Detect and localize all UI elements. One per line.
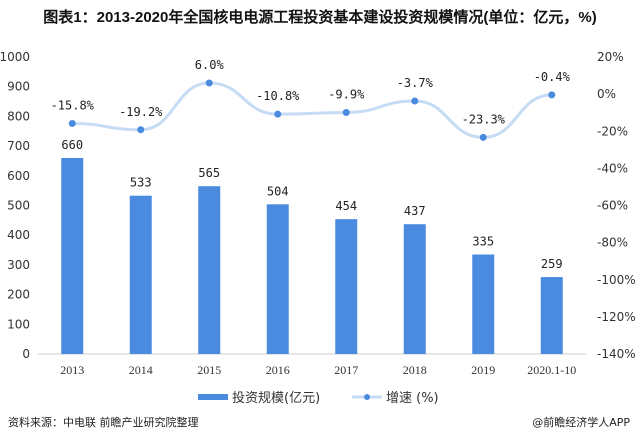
bar-label: 259 [541, 257, 563, 271]
bar [198, 186, 221, 354]
bar-label: 565 [198, 166, 220, 180]
x-tick-label: 2019 [471, 363, 495, 377]
right-tick-label: -140% [597, 347, 636, 361]
x-tick-label: 2015 [197, 363, 221, 377]
left-tick-label: 800 [7, 109, 30, 123]
growth-marker [274, 110, 282, 118]
right-tick-label: 0% [597, 87, 616, 101]
bar [472, 254, 495, 354]
right-tick-label: -60% [597, 199, 628, 213]
growth-marker [342, 109, 350, 117]
bar [129, 195, 152, 354]
right-tick-label: -40% [597, 161, 628, 175]
bar [403, 224, 426, 354]
growth-label: -3.7% [397, 76, 434, 90]
right-tick-label: -120% [597, 310, 636, 324]
growth-label: -23.3% [462, 112, 506, 126]
bar-label: 533 [130, 176, 152, 190]
bar-label: 660 [61, 138, 83, 152]
source-note: 资料来源：中电联 前瞻产业研究院整理 [8, 416, 199, 429]
left-tick-label: 600 [7, 169, 30, 183]
bar [540, 277, 563, 354]
legend-line-label: 增速 (%) [386, 391, 439, 406]
growth-label: 6.0% [195, 58, 225, 72]
growth-marker [137, 126, 145, 134]
growth-marker [205, 79, 213, 87]
growth-label: -0.4% [534, 70, 571, 84]
growth-marker [548, 91, 556, 99]
left-tick-label: 500 [7, 199, 30, 213]
left-tick-label: 1000 [0, 50, 30, 64]
growth-label: -10.8% [256, 89, 300, 103]
bar [266, 204, 289, 354]
right-tick-label: -100% [597, 273, 636, 287]
growth-label: -19.2% [119, 105, 163, 119]
growth-marker [479, 133, 487, 141]
bar-label: 437 [404, 204, 426, 218]
growth-label: -15.8% [51, 98, 95, 112]
left-tick-label: 700 [7, 139, 30, 153]
legend-bar-swatch [198, 394, 228, 400]
bar [335, 219, 358, 354]
x-tick-label: 2017 [334, 363, 358, 377]
legend-line-marker [364, 394, 370, 400]
right-tick-label: -20% [597, 124, 628, 138]
bar-label: 335 [472, 235, 494, 249]
left-tick-label: 100 [7, 317, 30, 331]
left-tick-label: 300 [7, 258, 30, 272]
left-tick-label: 400 [7, 228, 30, 242]
bar-label: 504 [267, 184, 289, 198]
left-tick-label: 900 [7, 80, 30, 94]
growth-marker [411, 97, 419, 105]
right-tick-label: -80% [597, 236, 628, 250]
left-tick-label: 200 [7, 288, 30, 302]
x-tick-label: 2016 [266, 363, 290, 377]
chart-title: 图表1：2013-2020年全国核电电源工程投资基本建设投资规模情况(单位：亿元… [43, 9, 597, 26]
x-tick-label: 2014 [129, 363, 153, 377]
bar-label: 454 [335, 199, 357, 213]
legend-bar-label: 投资规模(亿元) [232, 390, 320, 406]
credit: @前瞻经济学人APP [532, 416, 630, 429]
growth-label: -9.9% [328, 88, 365, 102]
bar [61, 157, 84, 354]
x-tick-label: 2020.1-10 [527, 363, 576, 377]
x-tick-label: 2018 [403, 363, 427, 377]
growth-marker [68, 119, 76, 127]
right-tick-label: 20% [597, 50, 624, 64]
left-tick-label: 0 [22, 347, 30, 361]
x-tick-label: 2013 [60, 363, 84, 377]
